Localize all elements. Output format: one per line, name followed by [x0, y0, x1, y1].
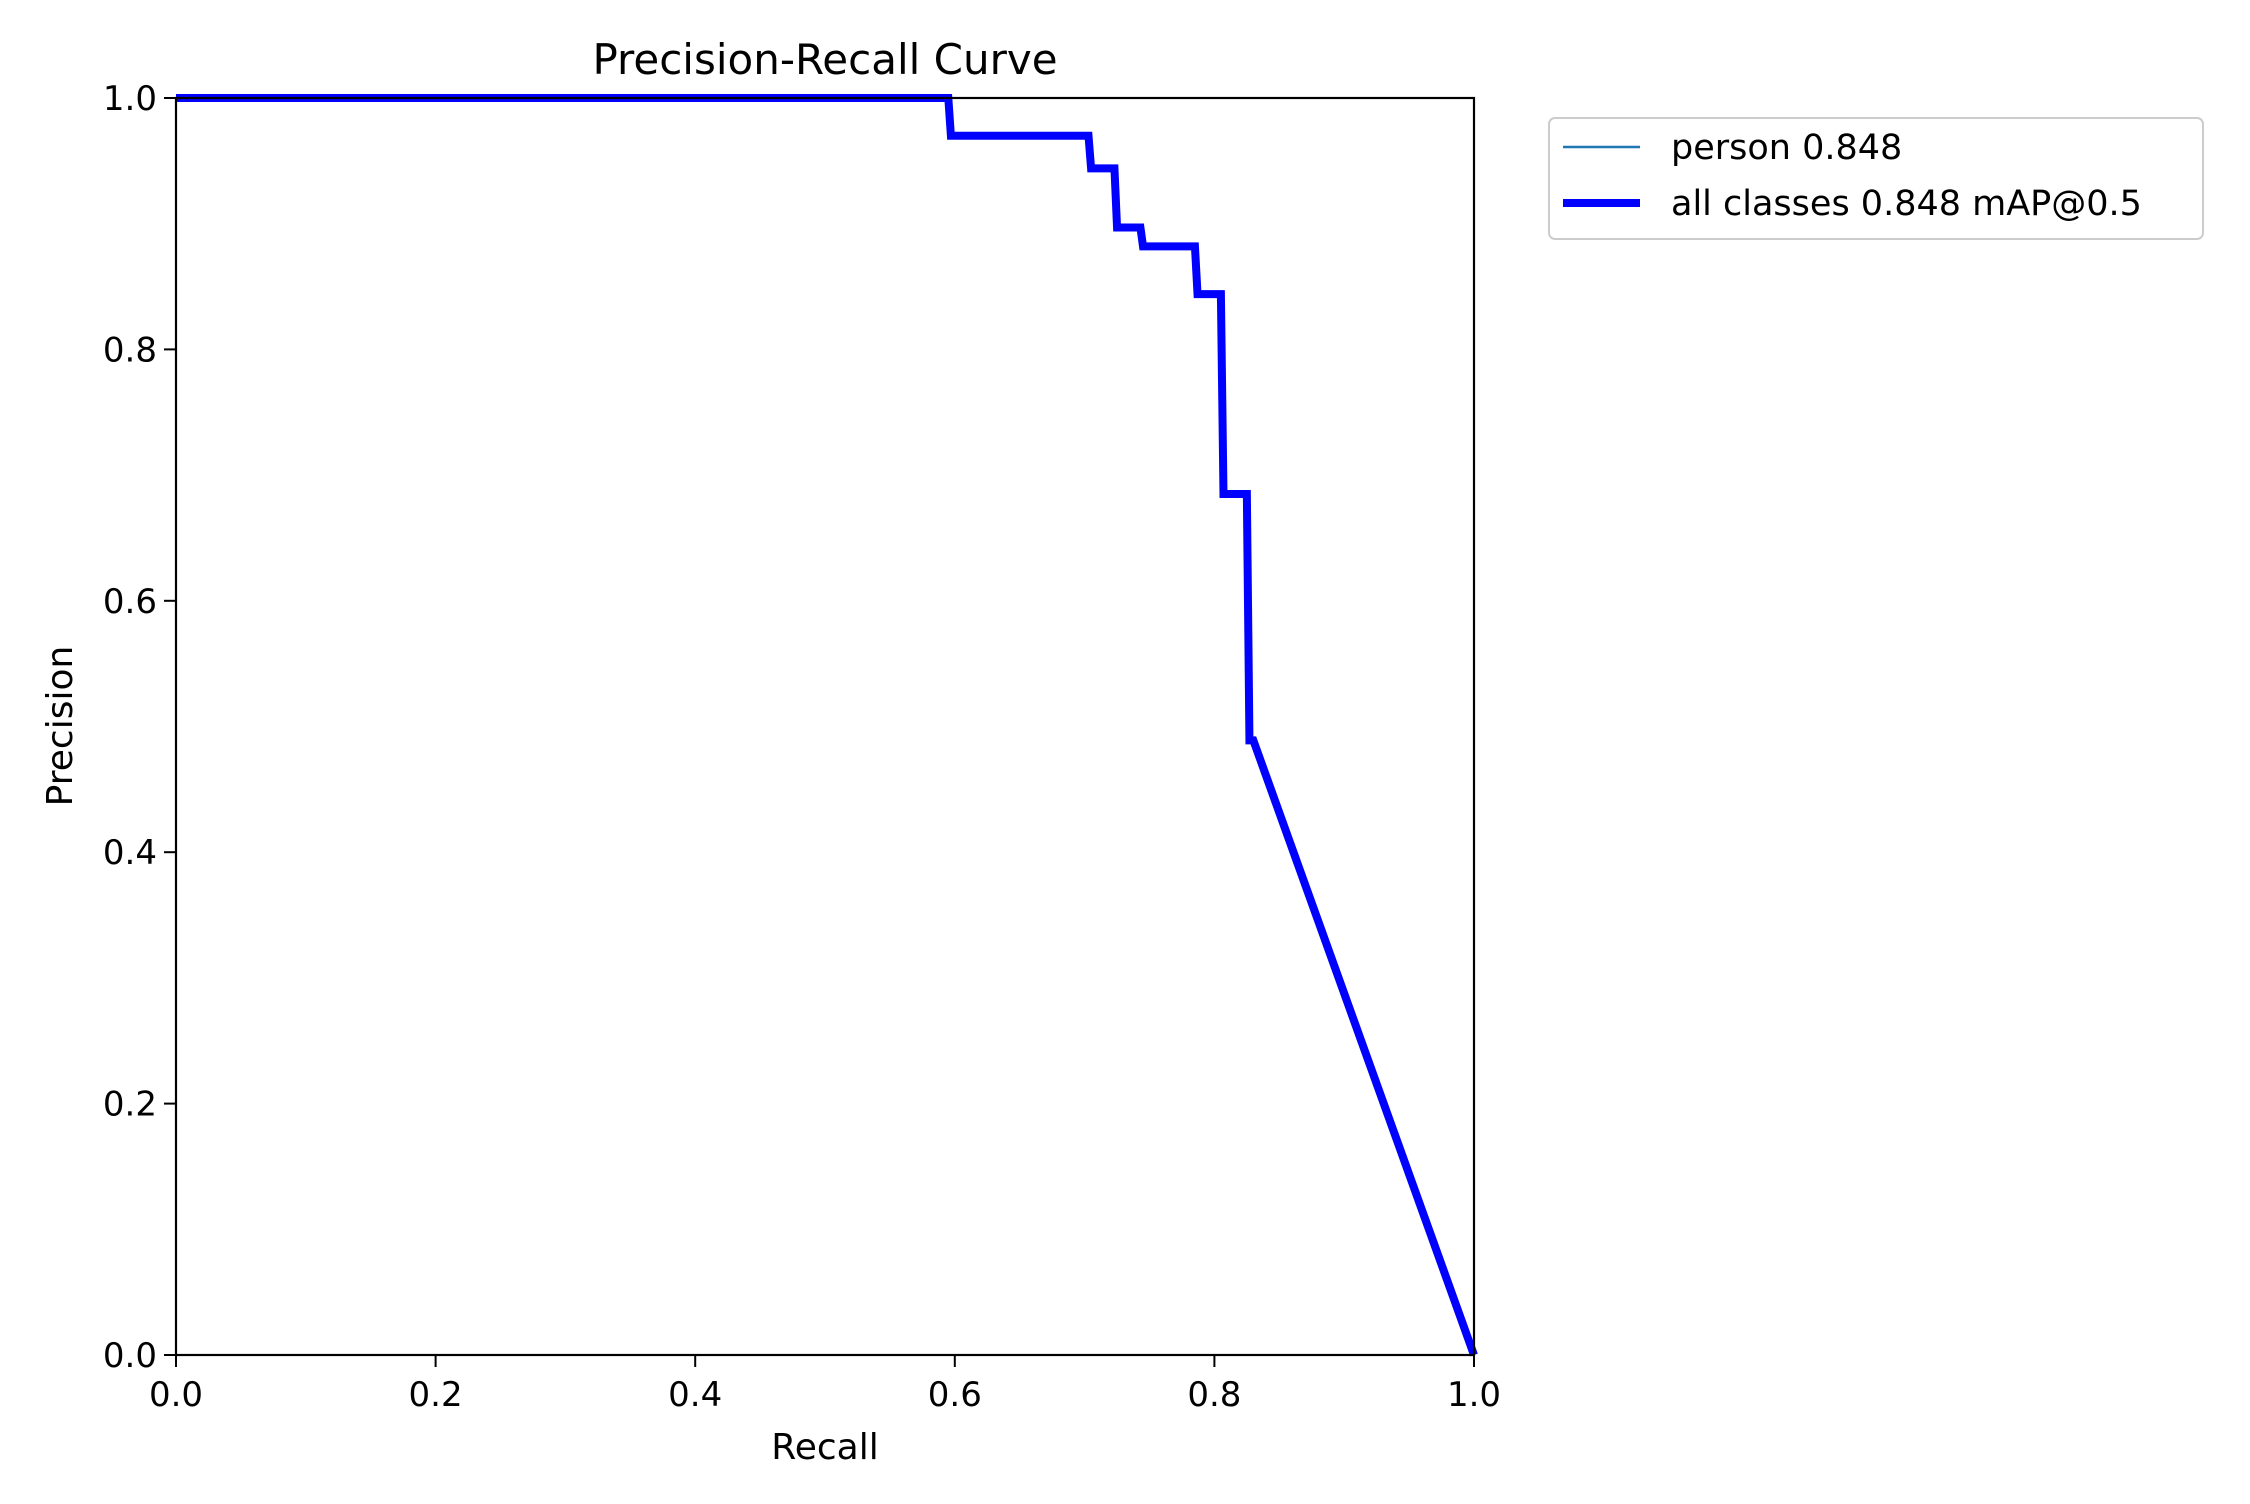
y-tick-label: 0.0	[103, 1336, 157, 1376]
plot-frame	[174, 96, 1476, 1357]
y-axis-label: Precision	[40, 646, 81, 807]
legend-label-all-classes: all classes 0.848 mAP@0.5	[1671, 184, 2142, 224]
x-tick-label: 0.6	[928, 1375, 982, 1415]
chart-title: Precision-Recall Curve	[592, 35, 1057, 84]
series-line-all-classes	[176, 94, 1478, 1357]
x-tick-label: 0.2	[409, 1375, 463, 1415]
legend: person 0.848 all classes 0.848 mAP@0.5	[1548, 117, 2204, 240]
x-tick-label: 1.0	[1447, 1375, 1501, 1415]
series-layer	[176, 94, 1478, 1357]
x-tick-label: 0.4	[668, 1375, 722, 1415]
y-tick-label: 0.8	[103, 330, 157, 370]
x-tick-label: 0.0	[149, 1375, 203, 1415]
y-tick-label: 0.6	[103, 582, 157, 622]
tick-layer: 0.0 0.2 0.4 0.6 0.8 1.0 0.0 0.2 0.4 0.6 0.8 1.0	[103, 79, 1501, 1415]
x-axis-label: Recall	[771, 1427, 878, 1468]
y-tick-label: 1.0	[103, 79, 157, 119]
legend-label-person: person 0.848	[1671, 128, 1902, 168]
legend-box	[1548, 117, 2204, 240]
y-tick-label: 0.4	[103, 833, 157, 873]
x-tick-label: 0.8	[1187, 1375, 1241, 1415]
y-tick-label: 0.2	[103, 1085, 157, 1125]
